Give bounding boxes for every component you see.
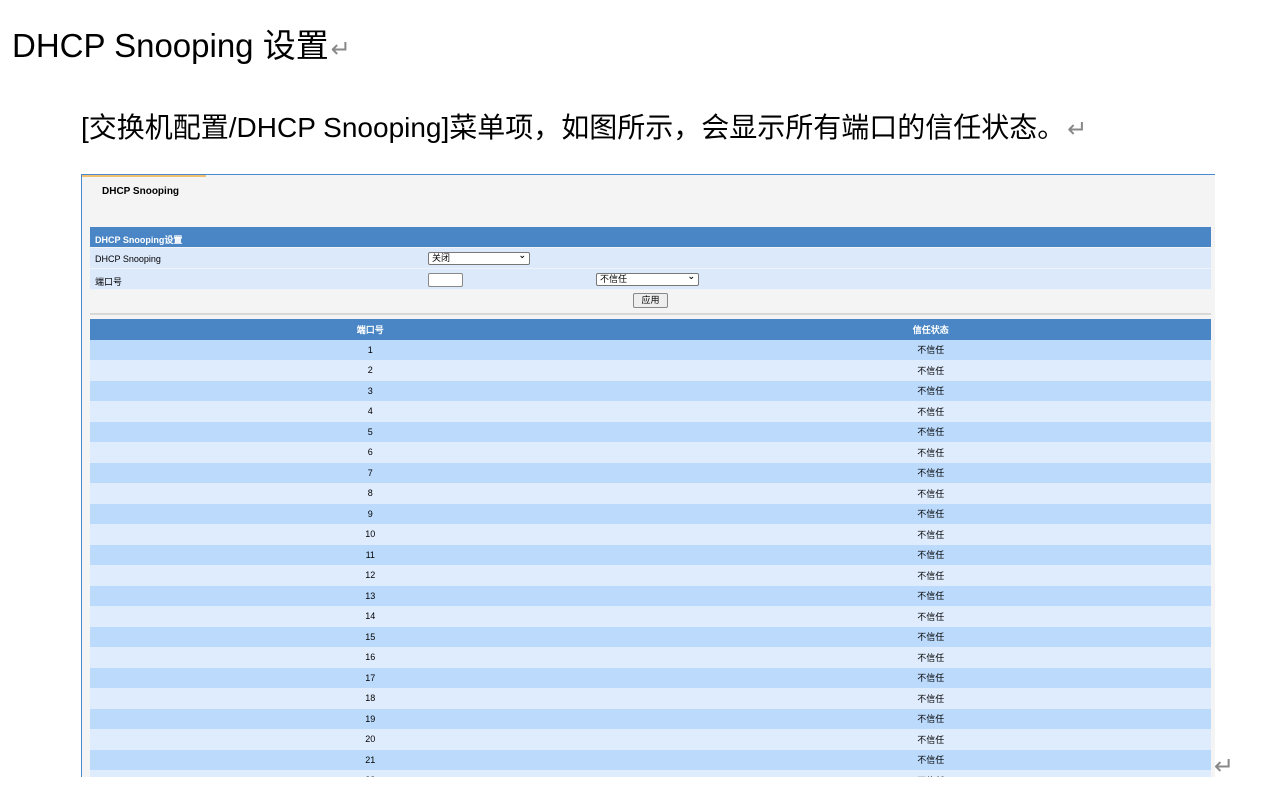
table-row: 13 不信任 (90, 585, 1211, 606)
port-cell: 21 (365, 754, 376, 765)
port-row: 端口号 不信任 (90, 269, 1211, 290)
port-cell: 4 (367, 406, 373, 417)
table-row: 6 不信任 (90, 442, 1211, 463)
port-cell: 5 (367, 426, 373, 437)
trust-status-cell: 不信任 (917, 447, 945, 458)
table-row: 22不信任 (90, 770, 1211, 777)
port-cell: 7 (367, 467, 373, 478)
settings-header: DHCP Snooping设置 (90, 227, 1211, 247)
port-cell: 17 (365, 672, 376, 683)
dhcp-snooping-select[interactable]: 关闭 (428, 250, 530, 265)
dhcp-label: DHCP Snooping (95, 254, 161, 264)
table-row: 5 不信任 (90, 421, 1211, 442)
tab-dhcp-snooping[interactable]: DHCP Snooping (82, 175, 206, 203)
trust-status-cell: 不信任 (917, 386, 945, 397)
trust-status-cell: 不信任 (651, 774, 1212, 777)
heading-text: DHCP Snooping 设置 (12, 27, 329, 64)
trust-status-cell: 不信任 (917, 755, 945, 766)
port-cell: 13 (365, 590, 376, 601)
trust-status-cell: 不信任 (917, 509, 945, 520)
port-cell: 1 (367, 344, 373, 355)
port-cell: 15 (365, 631, 376, 642)
table-row: 8 不信任 (90, 483, 1211, 504)
trust-status-cell: 不信任 (917, 591, 945, 602)
trust-status-cell: 不信任 (917, 632, 945, 643)
port-cell: 11 (365, 549, 375, 560)
table-row: 16 不信任 (90, 647, 1211, 668)
trust-select[interactable]: 不信任 (596, 271, 699, 286)
trust-status-cell: 不信任 (917, 570, 945, 581)
table-row: 12 不信任 (90, 565, 1211, 586)
apply-button[interactable]: 应用 (633, 293, 668, 308)
column-header-port: 端口号 (356, 324, 384, 335)
port-cell: 16 (365, 652, 376, 663)
port-input[interactable] (428, 273, 463, 287)
trust-status-cell: 不信任 (917, 468, 945, 479)
divider (90, 313, 1211, 315)
port-cell: 3 (367, 385, 373, 396)
paragraph-mark-icon: ↵ (330, 36, 351, 63)
port-label: 端口号 (95, 277, 123, 287)
table-row: 2 不信任 (90, 360, 1211, 381)
paragraph: [交换机配置/DHCP Snooping]菜单项，如图所示，会显示所有端口的信任… (81, 110, 1087, 148)
trust-status-cell: 不信任 (917, 652, 945, 663)
trust-status-cell: 不信任 (917, 734, 945, 745)
port-cell: 14 (365, 611, 376, 622)
trust-status-cell: 不信任 (917, 345, 945, 356)
trust-status-cell: 不信任 (917, 529, 945, 540)
trust-status-cell: 不信任 (917, 673, 945, 684)
table-row: 7 不信任 (90, 462, 1211, 483)
table-row: 19 不信任 (90, 708, 1211, 729)
paragraph-mark-icon: ↵ (1067, 116, 1088, 143)
paragraph-mark-icon: ↵ (1214, 753, 1235, 780)
port-cell: 6 (367, 447, 373, 458)
trust-status-cell: 不信任 (917, 365, 945, 376)
trust-status-cell: 不信任 (917, 693, 945, 704)
trust-status-cell: 不信任 (917, 427, 945, 438)
table-row: 18 不信任 (90, 688, 1211, 709)
trust-status-cell: 不信任 (917, 488, 945, 499)
port-cell: 10 (365, 529, 376, 540)
section-heading: DHCP Snooping 设置↵ (12, 26, 351, 70)
port-cell: 2 (367, 365, 373, 376)
settings-form: DHCP Snooping 关闭 端口号 不信任 (90, 248, 1211, 290)
table-row: 4 不信任 (90, 401, 1211, 422)
port-cell: 19 (365, 713, 376, 724)
table-row: 9 不信任 (90, 503, 1211, 524)
table-row: 10 不信任 (90, 524, 1211, 545)
port-cell: 20 (365, 734, 376, 745)
port-cell: 9 (367, 508, 373, 519)
table-row: 1 不信任 (90, 339, 1211, 360)
port-trust-table: 端口号 信任状态 1 不信任 2 不信任 3 不信任 4 不信任 5 不信任 6 不信任 7 不信任 8 不信… (90, 319, 1211, 777)
embedded-screenshot: DHCP Snooping DHCP Snooping设置 DHCP Snoop… (81, 174, 1215, 777)
port-cell: 8 (367, 488, 373, 499)
paragraph-text: [交换机配置/DHCP Snooping]菜单项，如图所示，会显示所有端口的信任… (81, 112, 1066, 143)
table-row: 20 不信任 (90, 729, 1211, 750)
dhcp-row: DHCP Snooping 关闭 (90, 248, 1211, 269)
trust-status-cell: 不信任 (917, 714, 945, 725)
table-header: 端口号 信任状态 (90, 319, 1211, 340)
table-row: 11 不信任 (90, 544, 1211, 565)
port-cell: 18 (365, 693, 376, 704)
table-row: 3 不信任 (90, 380, 1211, 401)
table-row: 17 不信任 (90, 667, 1211, 688)
port-cell: 12 (365, 570, 376, 581)
column-header-trust: 信任状态 (912, 324, 949, 335)
table-row: 15 不信任 (90, 626, 1211, 647)
port-cell: 22 (90, 775, 651, 777)
table-row: 14 不信任 (90, 606, 1211, 627)
trust-status-cell: 不信任 (917, 406, 945, 417)
trust-status-cell: 不信任 (917, 550, 945, 561)
table-row: 21 不信任 (90, 749, 1211, 770)
trust-status-cell: 不信任 (917, 611, 945, 622)
